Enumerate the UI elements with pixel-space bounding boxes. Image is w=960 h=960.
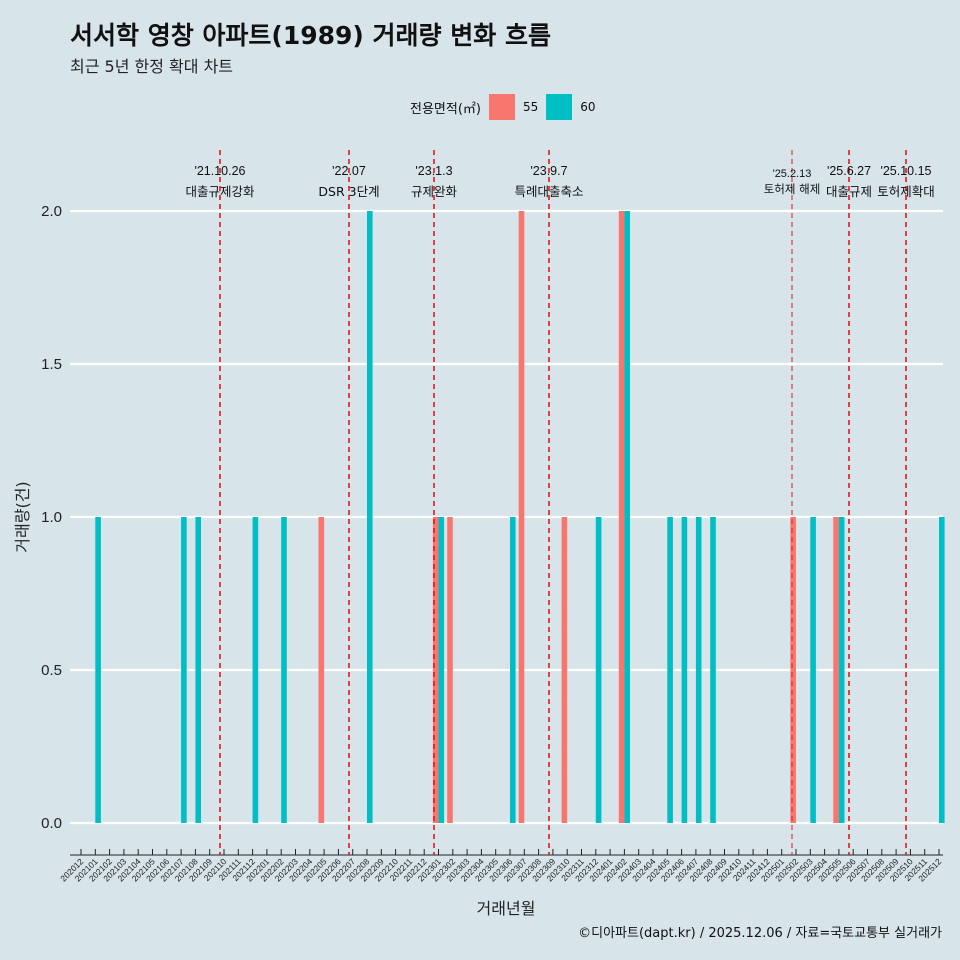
source-caption: ©디아파트(dapt.kr) / 2025.12.06 / 자료=국토교통부 실… xyxy=(578,926,942,941)
bar-60-202306 xyxy=(510,517,516,823)
event-date: '23.1.3 xyxy=(415,164,452,178)
legend-item-55: 55 xyxy=(488,94,539,120)
y-axis-title: 거래량(건) xyxy=(13,481,32,552)
legend-label-60: 60 xyxy=(580,100,596,114)
bar-60-202312 xyxy=(595,517,602,823)
bar-55-202505 xyxy=(833,517,839,823)
bar-55-202205 xyxy=(318,517,325,823)
event-date: '21.10.26 xyxy=(194,164,245,178)
y-tick-label: 0.0 xyxy=(41,815,62,832)
y-tick-label: 1.5 xyxy=(41,356,62,373)
bar-60-202107 xyxy=(181,517,187,823)
y-tick-label: 0.5 xyxy=(41,662,62,679)
bar-60-202402 xyxy=(624,211,630,823)
bar-60-202202 xyxy=(281,517,287,823)
bar-60-202406 xyxy=(681,517,688,823)
event-label: 토허제확대 xyxy=(877,184,935,199)
event-label: DSR 3단계 xyxy=(318,184,379,199)
x-axis-title: 거래년월 xyxy=(477,899,536,918)
bar-60-202208 xyxy=(367,211,373,823)
event-date: '25.10.15 xyxy=(880,164,931,178)
bar-55-202301 xyxy=(432,517,439,823)
bar-55-202302 xyxy=(447,517,453,823)
bar-55-202310 xyxy=(561,517,568,823)
bar-60-202503 xyxy=(810,517,816,823)
legend-item-60: 60 xyxy=(546,94,596,120)
y-tick-label: 1.0 xyxy=(41,509,62,526)
chart-subtitle: 최근 5년 한정 확대 차트 xyxy=(70,57,234,76)
event-label: 토허제 해제 xyxy=(764,182,821,196)
bar-60-202101 xyxy=(95,517,101,823)
bar-60-202408 xyxy=(710,517,716,823)
event-label: 특례대출축소 xyxy=(514,184,583,199)
event-label: 대출규제강화 xyxy=(185,184,255,199)
event-label: 대출규제 xyxy=(826,184,872,199)
legend: 전용면적(㎡) 55 60 xyxy=(410,92,604,122)
bar-55-202307 xyxy=(518,211,525,823)
bar-60-202505 xyxy=(838,517,845,823)
bar-55-202402 xyxy=(618,211,625,823)
legend-title: 전용면적(㎡) xyxy=(410,101,481,117)
legend-swatch-55 xyxy=(488,94,515,120)
legend-label-55: 55 xyxy=(522,100,539,114)
bar-60-202301 xyxy=(438,517,445,823)
bar-55-202502 xyxy=(790,517,796,823)
bar-60-202405 xyxy=(667,517,673,823)
legend-swatch-60 xyxy=(546,94,573,120)
event-date: '25.2.13 xyxy=(773,168,812,180)
y-tick-label: 2.0 xyxy=(41,203,62,220)
event-date: '25.6.27 xyxy=(827,164,871,178)
bar-60-202112 xyxy=(252,517,259,823)
event-label: 규제완화 xyxy=(411,184,458,199)
event-date: '22.07 xyxy=(332,164,366,178)
bar-60-202108 xyxy=(195,517,201,823)
chart-title: 서서학 영창 아파트(1989) 거래량 변화 흐름 xyxy=(70,21,551,50)
event-date: '23.9.7 xyxy=(530,164,567,178)
bar-60-202407 xyxy=(695,517,702,823)
bar-60-202512 xyxy=(939,517,945,823)
